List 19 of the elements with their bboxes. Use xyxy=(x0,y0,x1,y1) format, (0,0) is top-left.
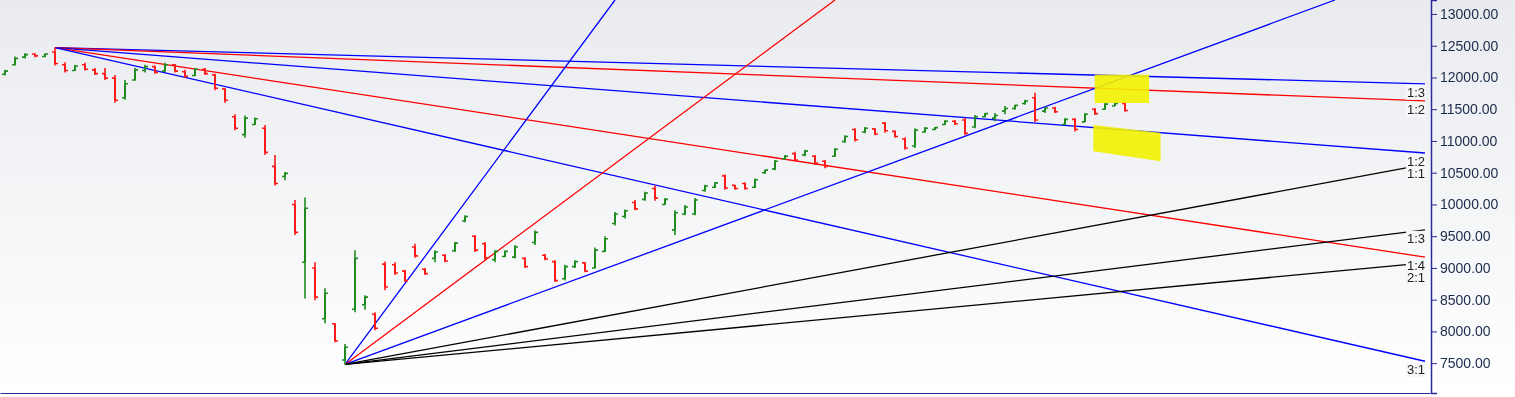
series-label: 1:3 xyxy=(1406,84,1425,100)
series-label: 1:3 xyxy=(1406,230,1425,246)
series-label: 3:1 xyxy=(1406,362,1425,378)
y-tick-label: 7500.00 xyxy=(1440,355,1491,372)
y-tick-label: 12500.00 xyxy=(1440,37,1499,54)
y-tick-label: 10500.00 xyxy=(1440,164,1499,181)
y-tick-label: 9000.00 xyxy=(1440,259,1491,276)
series-label: 1:4 xyxy=(1406,258,1425,274)
y-tick-label: 9500.00 xyxy=(1440,228,1491,245)
series-label: 1:2 xyxy=(1406,101,1425,117)
series-label: 1:2 xyxy=(1406,154,1425,170)
y-tick-label: 8500.00 xyxy=(1440,291,1491,308)
y-tick-label: 10000.00 xyxy=(1440,196,1499,213)
series-label: 1:1 xyxy=(1406,166,1425,182)
y-tick-label: 13000.00 xyxy=(1440,5,1499,22)
y-tick-label: 11500.00 xyxy=(1440,101,1498,118)
y-tick-label: 11000.00 xyxy=(1440,132,1498,149)
y-tick-label: 12000.00 xyxy=(1440,69,1499,86)
y-tick-label: 8000.00 xyxy=(1440,323,1491,340)
